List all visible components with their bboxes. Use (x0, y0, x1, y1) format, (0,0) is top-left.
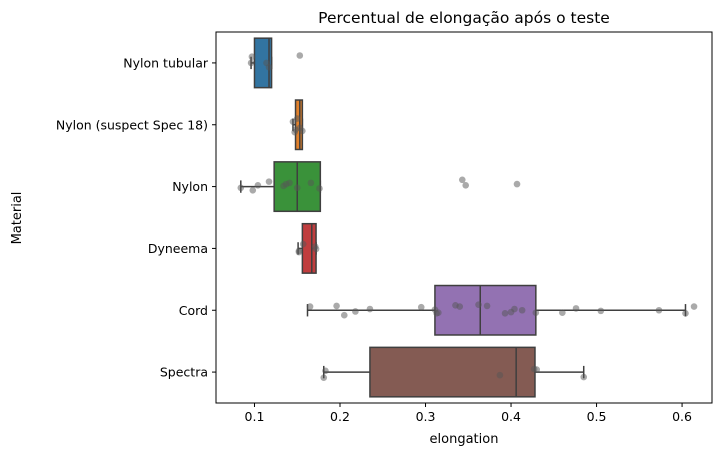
data-point (366, 305, 374, 313)
data-point (513, 180, 521, 188)
data-point (237, 184, 245, 192)
data-point (254, 182, 262, 189)
data-point (340, 311, 348, 319)
data-point (307, 179, 315, 187)
data-point (295, 248, 303, 256)
x-tick-label: 0.3 (416, 409, 436, 424)
data-point (511, 305, 518, 313)
data-point (518, 306, 526, 314)
data-point (462, 182, 470, 189)
data-point (293, 184, 301, 192)
data-point (417, 303, 425, 311)
box-group (323, 346, 585, 398)
data-point (265, 63, 273, 71)
plot-area: 0.1 0.2 0.3 0.4 0.5 0.6 Nylon tubular Nylon (su… (56, 31, 713, 424)
data-point (483, 302, 491, 310)
plot-frame (215, 31, 713, 404)
data-point (435, 309, 442, 317)
y-tick-label: Nylon tubular (123, 55, 209, 70)
data-point (291, 128, 298, 136)
data-point (316, 185, 323, 192)
data-point (312, 245, 320, 253)
data-point (682, 310, 689, 317)
data-point (533, 366, 540, 373)
y-tick-label: Dyneema (148, 241, 208, 256)
x-tick-label: 0.1 (245, 409, 265, 424)
data-point (352, 308, 359, 315)
data-point (320, 374, 328, 381)
data-point (597, 307, 605, 315)
data-point (299, 127, 306, 135)
data-point (296, 52, 304, 59)
x-axis-label: elongation (430, 432, 499, 447)
y-tick-label: Cord (179, 303, 208, 318)
data-point (286, 179, 293, 187)
x-tick-label: 0.5 (587, 409, 607, 424)
data-point (532, 309, 540, 317)
data-point (690, 303, 698, 310)
data-point (333, 302, 340, 310)
chart-title: Percentual de elongação após o teste (318, 9, 610, 27)
y-tick-label: Nylon (172, 179, 208, 194)
data-point (475, 301, 482, 308)
y-tick-label: Spectra (160, 365, 208, 380)
data-point (322, 367, 329, 375)
data-point (559, 309, 566, 317)
data-point (293, 115, 301, 122)
box (253, 37, 273, 89)
y-axis-label: Material (10, 192, 25, 245)
data-point (501, 310, 509, 317)
box (369, 346, 536, 398)
box-group (306, 284, 687, 336)
x-tick-label: 0.2 (330, 409, 350, 424)
data-point (265, 178, 273, 185)
data-point (458, 176, 466, 184)
data-point (299, 240, 307, 248)
x-tick-label: 0.6 (672, 409, 692, 424)
data-point (655, 306, 663, 314)
box-group (292, 99, 304, 151)
data-point (580, 373, 588, 381)
data-point (456, 303, 464, 310)
data-point (249, 186, 257, 194)
data-point (572, 305, 580, 312)
data-point (248, 53, 256, 61)
x-tick-label: 0.4 (501, 409, 521, 424)
data-point (496, 371, 504, 379)
y-tick-label: Nylon (suspect Spec 18) (56, 117, 208, 132)
data-point (306, 303, 314, 310)
data-point (247, 59, 255, 67)
